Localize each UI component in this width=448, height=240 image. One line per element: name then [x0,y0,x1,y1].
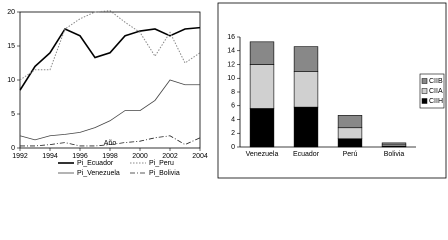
panel-frame [217,2,447,179]
bar-segment [249,64,275,109]
y-tick-label: 10 [7,77,15,84]
series-line [19,79,200,141]
x-tick-label: 1994 [42,153,58,160]
bar-segment [337,138,363,148]
bar-segment [249,108,275,148]
x-tick-label: Ecuador [293,151,320,158]
bar-segment [381,142,407,146]
legend-label: Pi_Ecuador [77,160,114,167]
legend-label: CIIB [429,78,443,85]
legend-swatch [421,78,428,84]
x-tick-label: 1992 [12,153,28,160]
series-line [19,10,201,81]
y-tick-label: 6 [231,103,235,110]
x-tick-label: 1998 [102,153,118,160]
y-tick-label: 2 [231,130,235,137]
series-line [19,26,201,91]
x-tick-label: 2000 [132,153,148,160]
y-tick-label: 12 [227,61,235,68]
legend-label: CIIH [429,98,443,105]
y-tick-label: 8 [231,89,235,96]
legend-label: CIIA [429,88,443,95]
y-tick-label: 15 [7,43,15,50]
legend-label: Pi_Bolivia [149,170,180,177]
y-tick-label: 10 [227,75,235,82]
bar-segment [293,71,319,108]
x-axis-label: Año [104,140,117,147]
bar-segment [293,46,319,72]
x-tick-label: Perú [343,151,358,158]
legend-label: Pi_Venezuela [77,170,120,177]
legend-swatch [421,88,428,94]
y-tick-label: 14 [227,48,235,55]
x-tick-label: 1996 [72,153,88,160]
x-tick-label: 2002 [162,153,178,160]
x-tick-label: Bolivia [384,151,405,158]
y-tick-label: 0 [231,144,235,151]
bar-segment [337,115,363,129]
x-tick-label: Venezuela [246,151,279,158]
y-tick-label: 20 [7,9,15,16]
bar-segment [249,41,275,65]
legend-label: Pi_Peru [149,160,174,167]
bar-segment [293,106,319,148]
y-tick-label: 5 [11,111,15,118]
y-tick-label: 0 [11,145,15,152]
series-line [20,135,201,147]
bar-segment [337,127,363,140]
y-tick-label: 16 [227,34,235,41]
y-tick-label: 4 [231,116,235,123]
legend-swatch [421,98,428,104]
plot-frame [19,11,201,149]
x-tick-label: 2004 [192,153,208,160]
